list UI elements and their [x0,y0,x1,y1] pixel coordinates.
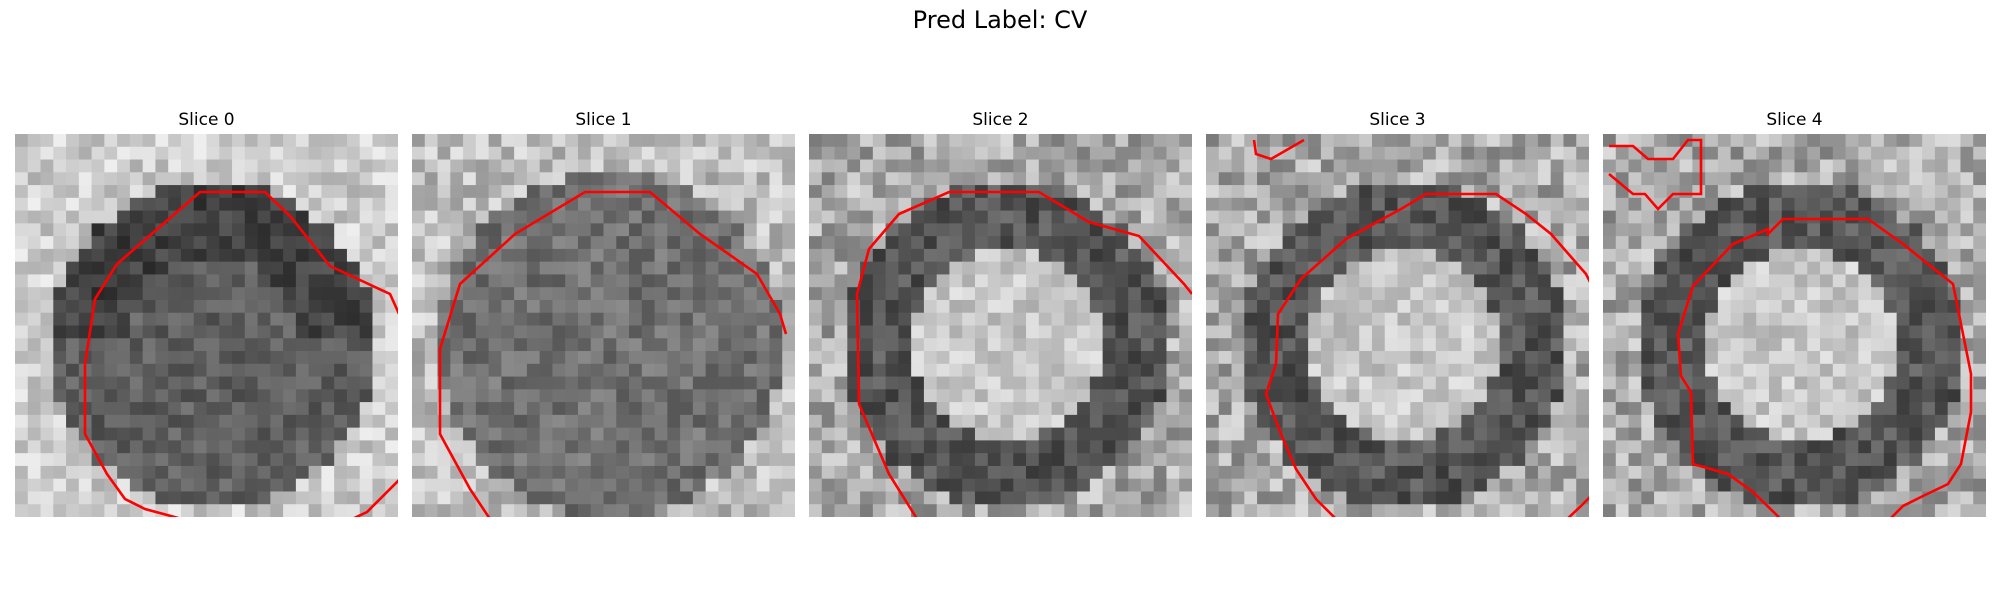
contour-line-0c [353,479,398,517]
slice-image-3 [1206,134,1589,517]
contour-line-4 [1608,138,1703,211]
slice-title-3: Slice 3 [1369,110,1426,130]
slice-panel-2: Slice 2 [809,110,1192,517]
contour-line-3c [1567,496,1589,517]
contour-line-0b [83,263,180,517]
slice-panel-1: Slice 1 [412,110,795,517]
slice-title-0: Slice 0 [178,110,235,130]
contour-line-4b [1676,217,1973,517]
slice-title-1: Slice 1 [575,110,632,130]
slice-title-4: Slice 4 [1766,110,1823,130]
slice-image-4 [1603,134,1986,517]
slice-image-0 [15,134,398,517]
slice-image-1 [412,134,795,517]
slice-image-2 [809,134,1192,517]
slice-panel-4: Slice 4 [1603,110,1986,517]
contour-line-3 [1252,138,1305,161]
contour-line-2 [855,190,1192,517]
contour-line-0 [116,190,398,315]
contour-line-1 [438,190,788,517]
contour-line-3b [1264,192,1589,517]
figure-title: Pred Label: CV [912,6,1088,34]
slice-title-2: Slice 2 [972,110,1029,130]
slice-panel-0: Slice 0 [15,110,398,517]
slice-panel-3: Slice 3 [1206,110,1589,517]
